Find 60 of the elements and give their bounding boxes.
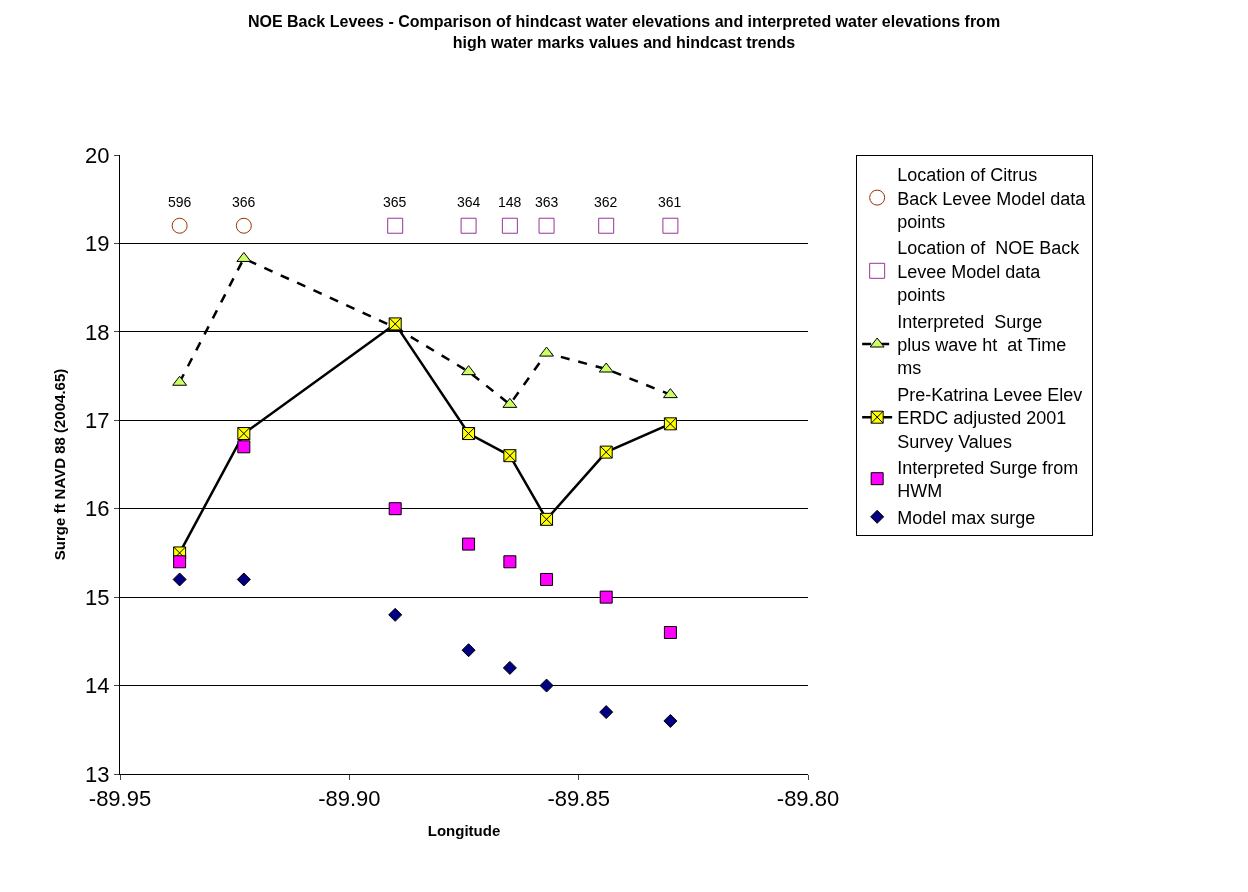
point bbox=[462, 537, 476, 551]
legend-label: Pre-Katrina Levee Elev ERDC adjusted 2001 Survey Values bbox=[897, 384, 1083, 452]
annotation: 362 bbox=[594, 194, 618, 210]
chart-title: NOE Back Levees - Comparison of hindcast water elevations and interpreted water elevations from high water marks values and hindcast trends bbox=[247, 12, 1001, 51]
x-tick-label: -89.90 bbox=[318, 786, 381, 812]
point bbox=[173, 555, 187, 569]
point bbox=[599, 705, 614, 720]
point bbox=[502, 660, 517, 675]
point bbox=[461, 643, 476, 658]
legend-label: Model max surge bbox=[897, 507, 1036, 528]
legend-label: Interpreted Surge plus wave ht at Time ms bbox=[897, 311, 1067, 379]
legend-label: Interpreted Surge from HWM bbox=[897, 458, 1079, 502]
annotation: 366 bbox=[232, 194, 256, 210]
point bbox=[539, 346, 554, 357]
x-tick-label: -89.80 bbox=[776, 786, 840, 812]
annotation: 596 bbox=[168, 194, 192, 210]
point bbox=[387, 217, 404, 234]
annotation: 364 bbox=[457, 194, 481, 210]
point bbox=[172, 572, 187, 587]
point bbox=[460, 217, 477, 234]
point bbox=[503, 449, 517, 463]
point bbox=[237, 427, 251, 441]
point bbox=[538, 217, 555, 234]
y-axis-title: Surge ft NAVD 88 (2004.65) bbox=[51, 368, 69, 561]
annotation: 365 bbox=[383, 194, 407, 210]
point bbox=[171, 217, 188, 234]
annotation: 361 bbox=[658, 194, 682, 210]
legend-label: Location of Citrus Back Levee Model data points bbox=[897, 165, 1087, 233]
point bbox=[236, 572, 251, 587]
annotation: 363 bbox=[535, 194, 559, 210]
y-tick-label: 13 bbox=[85, 761, 110, 787]
point bbox=[663, 626, 677, 640]
point bbox=[388, 502, 402, 516]
y-tick-label: 14 bbox=[85, 673, 110, 699]
point bbox=[501, 217, 518, 234]
point bbox=[388, 607, 403, 622]
y-tick-label: 19 bbox=[85, 231, 110, 257]
point bbox=[540, 512, 554, 526]
annotation: 148 bbox=[498, 194, 522, 210]
y-tick-label: 20 bbox=[85, 142, 110, 168]
x-tick-label: -89.85 bbox=[547, 786, 610, 812]
y-tick-label: 15 bbox=[85, 584, 110, 610]
point bbox=[539, 678, 554, 693]
x-axis-title: Longitude bbox=[427, 822, 501, 840]
x-tick-label: -89.95 bbox=[88, 786, 152, 812]
y-tick-label: 18 bbox=[85, 319, 110, 345]
point bbox=[237, 440, 251, 454]
y-tick-label: 17 bbox=[85, 407, 110, 433]
point bbox=[462, 427, 476, 441]
legend-label: Location of NOE Back Levee Model data points bbox=[897, 238, 1081, 306]
point bbox=[662, 217, 679, 234]
point bbox=[540, 572, 554, 586]
point bbox=[663, 417, 677, 431]
point bbox=[663, 713, 678, 728]
point bbox=[235, 217, 252, 234]
point bbox=[599, 590, 613, 604]
point bbox=[598, 217, 615, 234]
point bbox=[503, 555, 517, 569]
y-tick-label: 16 bbox=[85, 496, 110, 522]
point bbox=[599, 445, 613, 459]
